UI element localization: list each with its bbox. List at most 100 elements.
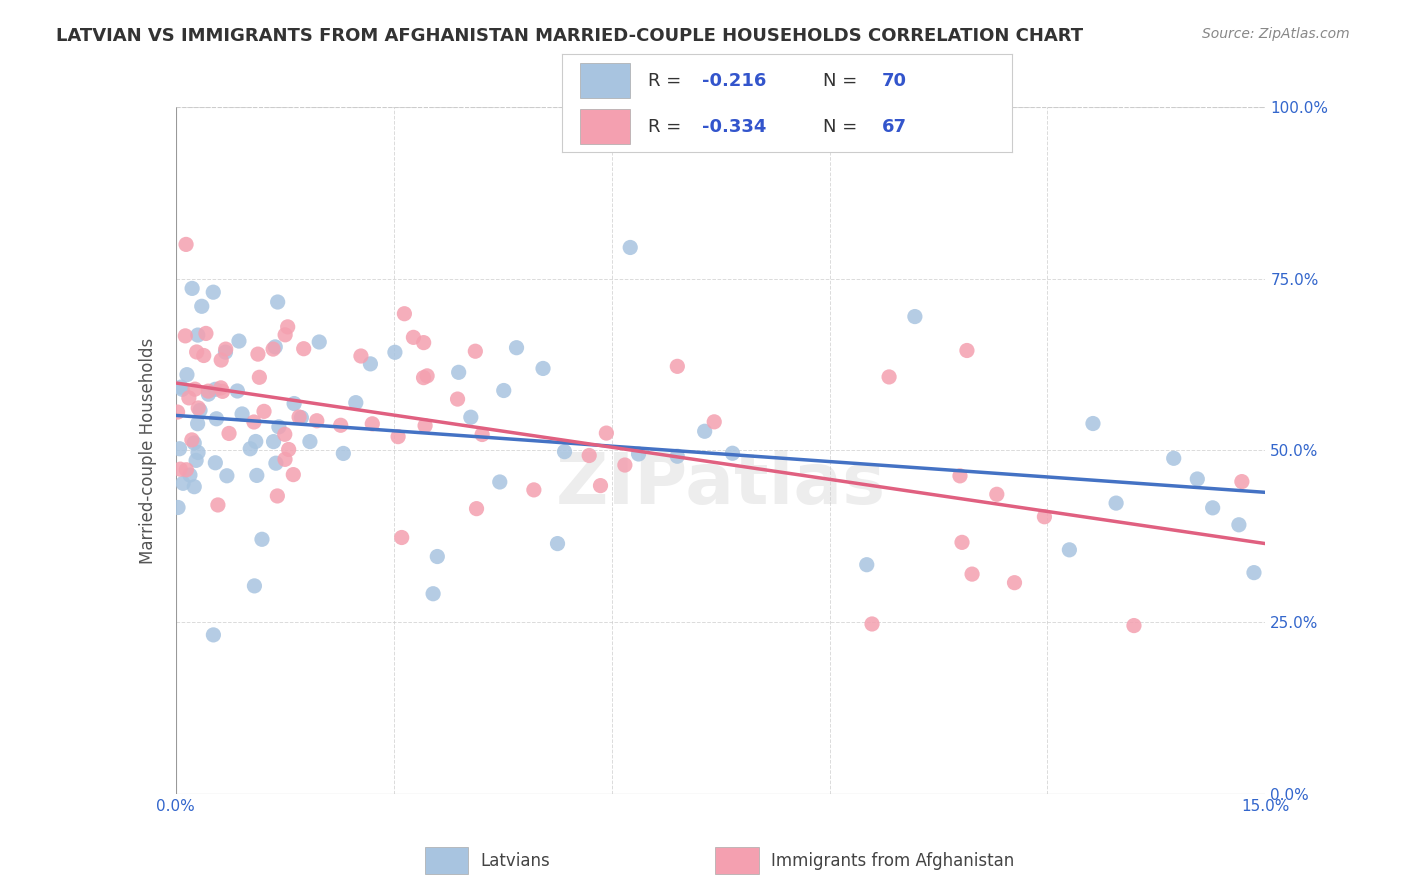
Point [1187,472,1209,486]
Point [619,240,641,254]
Point [298,434,321,449]
Point [1230,475,1253,489]
Point [877,370,900,384]
Point [197,384,219,398]
Y-axis label: Married-couple Households: Married-couple Households [139,337,157,564]
Point [387,430,409,444]
Point [176,463,198,477]
Point [194,326,217,341]
Point [547,536,569,550]
Point [416,368,439,383]
Point [169,462,191,476]
Point [180,433,202,447]
Point [239,442,262,456]
Point [693,424,716,438]
Point [1081,417,1104,431]
Point [243,579,266,593]
Point [262,342,284,356]
Point [460,410,482,425]
Point [359,357,381,371]
Point [246,347,269,361]
Point [181,281,204,295]
Point [172,382,194,396]
Text: 70: 70 [882,72,907,90]
Point [721,446,744,460]
FancyBboxPatch shape [425,847,468,874]
Point [412,370,434,384]
Point [960,567,983,582]
Point [266,295,288,310]
Point [250,533,273,547]
Point [204,456,226,470]
Point [187,417,209,431]
Point [627,447,650,461]
Point [190,299,212,313]
Point [215,468,238,483]
Point [589,478,612,492]
Point [243,415,266,429]
Point [492,384,515,398]
Point [215,342,238,356]
Point [283,396,305,410]
Text: Source: ZipAtlas.com: Source: ZipAtlas.com [1202,27,1350,41]
Point [950,535,973,549]
Text: 67: 67 [882,118,907,136]
Point [465,501,488,516]
Point [350,349,373,363]
Point [290,410,312,425]
Text: N =: N = [824,118,863,136]
Point [209,381,232,395]
Point [274,452,297,467]
Point [283,467,305,482]
Text: R =: R = [648,118,688,136]
FancyBboxPatch shape [581,110,630,144]
Point [197,387,219,401]
Point [231,407,253,421]
Point [207,498,229,512]
Point [613,458,636,472]
Point [1033,509,1056,524]
Point [531,361,554,376]
Point [332,446,354,460]
Text: -0.334: -0.334 [702,118,766,136]
Point [253,404,276,418]
Point [188,403,211,417]
Point [855,558,877,572]
Point [1004,575,1026,590]
Point [1243,566,1265,580]
Point [1201,500,1223,515]
Point [394,307,416,321]
Point [446,392,468,406]
Point [204,382,226,396]
Point [391,531,413,545]
Point [274,427,297,442]
Point [209,353,232,368]
Point [464,344,486,359]
Point [860,617,883,632]
Point [176,368,198,382]
Point [174,329,197,343]
Point [447,365,470,379]
Point [214,345,236,359]
Point [274,327,297,342]
Point [505,341,527,355]
Point [949,468,972,483]
Text: LATVIAN VS IMMIGRANTS FROM AFGHANISTAN MARRIED-COUPLE HOUSEHOLDS CORRELATION CHA: LATVIAN VS IMMIGRANTS FROM AFGHANISTAN M… [56,27,1084,45]
Point [288,409,311,424]
Text: R =: R = [648,72,688,90]
Point [264,340,287,354]
Point [422,587,444,601]
Point [177,391,200,405]
Point [413,418,436,433]
Point [187,328,209,343]
Point [1163,451,1185,466]
Point [292,342,315,356]
Point [703,415,725,429]
Point [170,380,193,394]
Point [904,310,927,324]
Point [412,335,434,350]
Point [169,442,191,456]
Point [179,468,201,483]
Point [184,382,207,396]
Point [228,334,250,348]
